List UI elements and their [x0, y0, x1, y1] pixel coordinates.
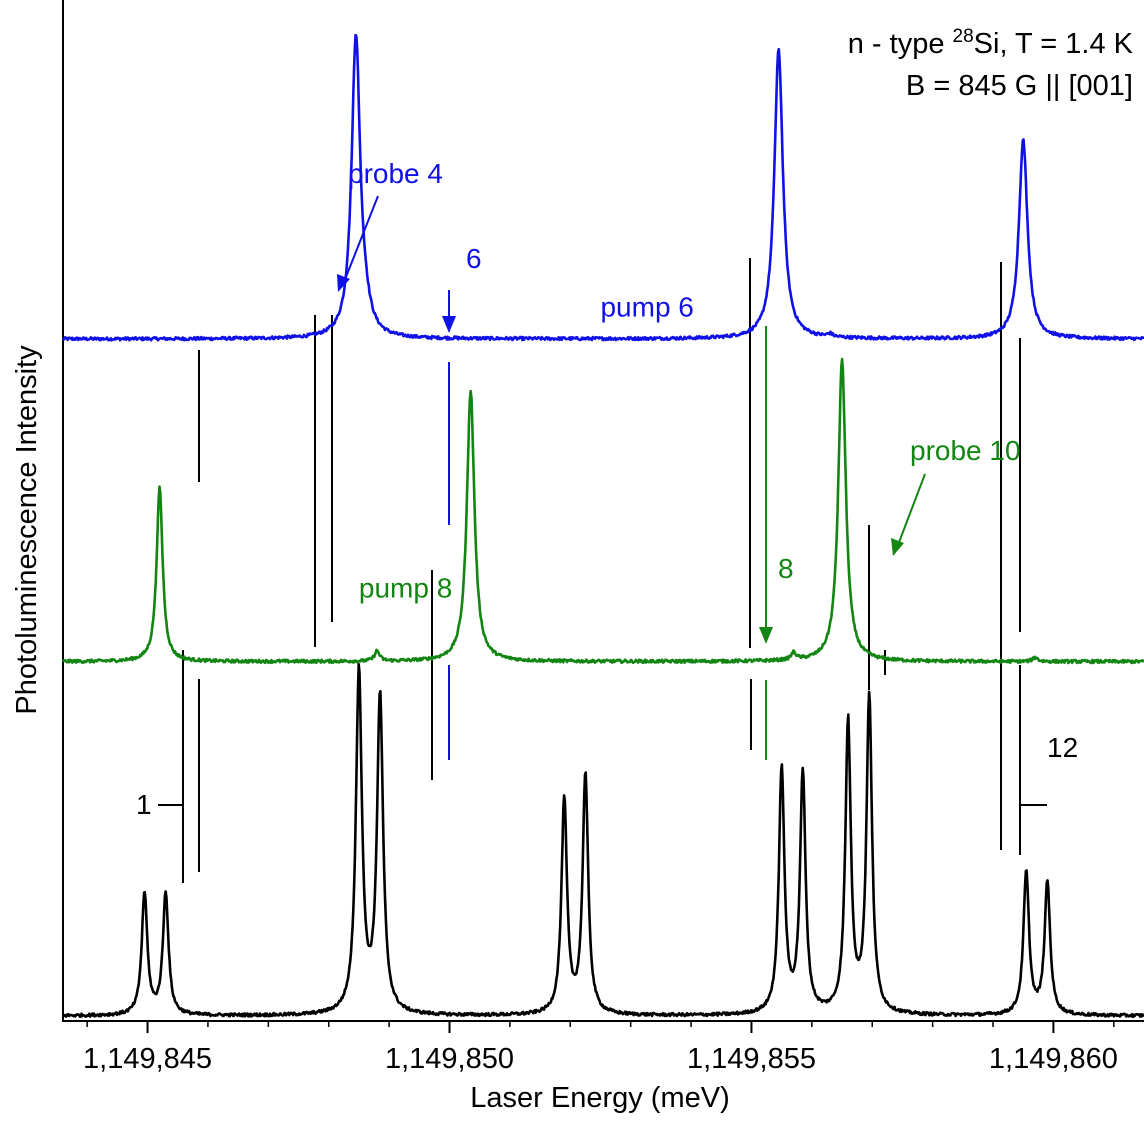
series-line-1 [61, 33, 1144, 342]
annotations: probe 4 6 probe 10 8 1 12 [136, 158, 1078, 820]
guide-lines [158, 258, 1047, 883]
arrow-probe-10 [897, 473, 926, 546]
arrowhead-probe-10 [891, 538, 904, 556]
x-tick-label: 1,149,850 [385, 1043, 514, 1075]
annotation-probe-10: probe 10 [910, 435, 1021, 466]
annotation-12: 12 [1047, 732, 1078, 763]
annotation-probe-4: probe 4 [348, 158, 443, 189]
isotope-superscript: 28 [953, 26, 974, 47]
series-line-3 [62, 663, 1144, 1019]
y-axis-label: Photoluminescence Intensity [11, 345, 43, 715]
x-axis-label: Laser Energy (meV) [470, 1082, 730, 1114]
series-label-2: pump 8 [359, 572, 452, 603]
series-group [61, 33, 1144, 1019]
x-tick-label: 1,149,860 [989, 1043, 1118, 1075]
x-tick-label: 1,149,855 [687, 1043, 816, 1075]
annotation-1: 1 [136, 789, 152, 820]
arrowhead-8 [759, 627, 773, 644]
series-label-1: pump 6 [600, 292, 693, 323]
series-labels: pump 6 pump 8 [359, 292, 694, 604]
x-tick-label: 1,149,845 [83, 1043, 212, 1075]
annotation-8: 8 [778, 553, 794, 584]
plot-frame [62, 0, 1144, 1022]
chart-title-line-1: n - type 28Si, T = 1.4 K [848, 26, 1134, 60]
arrowhead-6 [442, 316, 456, 333]
chart-title-line-2: B = 845 G || [001] [906, 70, 1133, 102]
series-line-2 [61, 357, 1144, 665]
arrow-probe-4 [343, 195, 379, 283]
x-axis-ticks: 1,149,845 1,149,850 1,149,855 1,149,860 [83, 1021, 1118, 1075]
annotation-6: 6 [466, 243, 482, 274]
arrowhead-probe-4 [337, 274, 350, 292]
